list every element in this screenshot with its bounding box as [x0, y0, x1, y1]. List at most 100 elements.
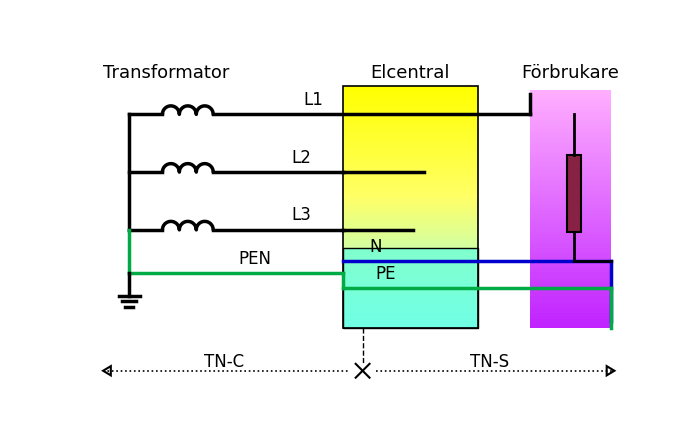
- Bar: [344, 229, 478, 232]
- Bar: [344, 132, 478, 135]
- Bar: [344, 93, 478, 96]
- Text: L2: L2: [292, 148, 312, 166]
- Bar: [530, 278, 610, 281]
- Bar: [344, 280, 478, 283]
- Bar: [344, 319, 478, 322]
- Bar: [344, 202, 478, 204]
- Bar: [530, 269, 610, 272]
- Text: TN-S: TN-S: [470, 352, 509, 370]
- Bar: [530, 248, 610, 251]
- Bar: [530, 159, 610, 162]
- Bar: [344, 123, 478, 126]
- Text: PEN: PEN: [238, 249, 272, 267]
- Bar: [344, 310, 478, 313]
- Bar: [530, 281, 610, 284]
- Bar: [530, 251, 610, 254]
- Bar: [344, 174, 478, 178]
- Bar: [530, 93, 610, 96]
- Bar: [530, 91, 610, 93]
- Bar: [344, 277, 478, 280]
- Bar: [530, 174, 610, 177]
- Bar: [344, 87, 478, 90]
- Bar: [344, 244, 478, 247]
- Bar: [530, 135, 610, 138]
- Text: PE: PE: [375, 264, 396, 282]
- Bar: [530, 168, 610, 171]
- Bar: [530, 293, 610, 296]
- Bar: [344, 138, 478, 141]
- Bar: [344, 193, 478, 196]
- Bar: [344, 171, 478, 174]
- Bar: [530, 183, 610, 186]
- Bar: [344, 262, 478, 265]
- Bar: [344, 129, 478, 132]
- Bar: [344, 214, 478, 217]
- Bar: [530, 230, 610, 233]
- Bar: [530, 126, 610, 129]
- Bar: [344, 159, 478, 162]
- Bar: [344, 156, 478, 159]
- Bar: [530, 326, 610, 329]
- Text: N: N: [370, 237, 382, 256]
- Bar: [530, 207, 610, 210]
- Bar: [344, 238, 478, 241]
- Bar: [530, 123, 610, 126]
- Bar: [530, 186, 610, 189]
- Bar: [344, 299, 478, 302]
- Bar: [530, 195, 610, 197]
- Bar: [344, 105, 478, 108]
- Bar: [530, 245, 610, 248]
- Bar: [344, 250, 478, 253]
- Bar: [344, 220, 478, 223]
- Bar: [530, 233, 610, 237]
- Bar: [530, 150, 610, 153]
- Bar: [530, 296, 610, 299]
- Bar: [530, 180, 610, 183]
- Bar: [530, 96, 610, 99]
- Bar: [344, 265, 478, 268]
- Bar: [530, 117, 610, 120]
- Bar: [530, 242, 610, 245]
- Bar: [344, 248, 478, 329]
- Bar: [344, 135, 478, 138]
- Bar: [344, 147, 478, 150]
- Text: Förbrukare: Förbrukare: [522, 64, 620, 82]
- Bar: [344, 187, 478, 190]
- Bar: [344, 274, 478, 277]
- Bar: [344, 108, 478, 111]
- Bar: [530, 204, 610, 207]
- Bar: [344, 153, 478, 156]
- Bar: [530, 323, 610, 326]
- Bar: [344, 210, 478, 214]
- Bar: [530, 201, 610, 204]
- Bar: [344, 141, 478, 144]
- Bar: [344, 271, 478, 274]
- Bar: [530, 141, 610, 144]
- Bar: [344, 117, 478, 120]
- Bar: [344, 204, 478, 207]
- Bar: [530, 237, 610, 239]
- Bar: [530, 162, 610, 165]
- Bar: [344, 302, 478, 304]
- Bar: [344, 232, 478, 235]
- Bar: [530, 275, 610, 278]
- Bar: [530, 239, 610, 242]
- Bar: [530, 266, 610, 269]
- Bar: [530, 302, 610, 305]
- Text: L3: L3: [292, 206, 312, 224]
- Bar: [344, 226, 478, 229]
- Bar: [344, 268, 478, 271]
- Bar: [344, 120, 478, 123]
- Bar: [344, 207, 478, 210]
- Bar: [530, 177, 610, 180]
- Bar: [344, 235, 478, 238]
- Bar: [530, 272, 610, 275]
- Bar: [344, 162, 478, 165]
- Bar: [344, 217, 478, 220]
- Bar: [530, 224, 610, 227]
- Bar: [344, 296, 478, 299]
- Bar: [344, 199, 478, 202]
- Bar: [530, 105, 610, 108]
- Bar: [344, 313, 478, 316]
- Bar: [344, 181, 478, 184]
